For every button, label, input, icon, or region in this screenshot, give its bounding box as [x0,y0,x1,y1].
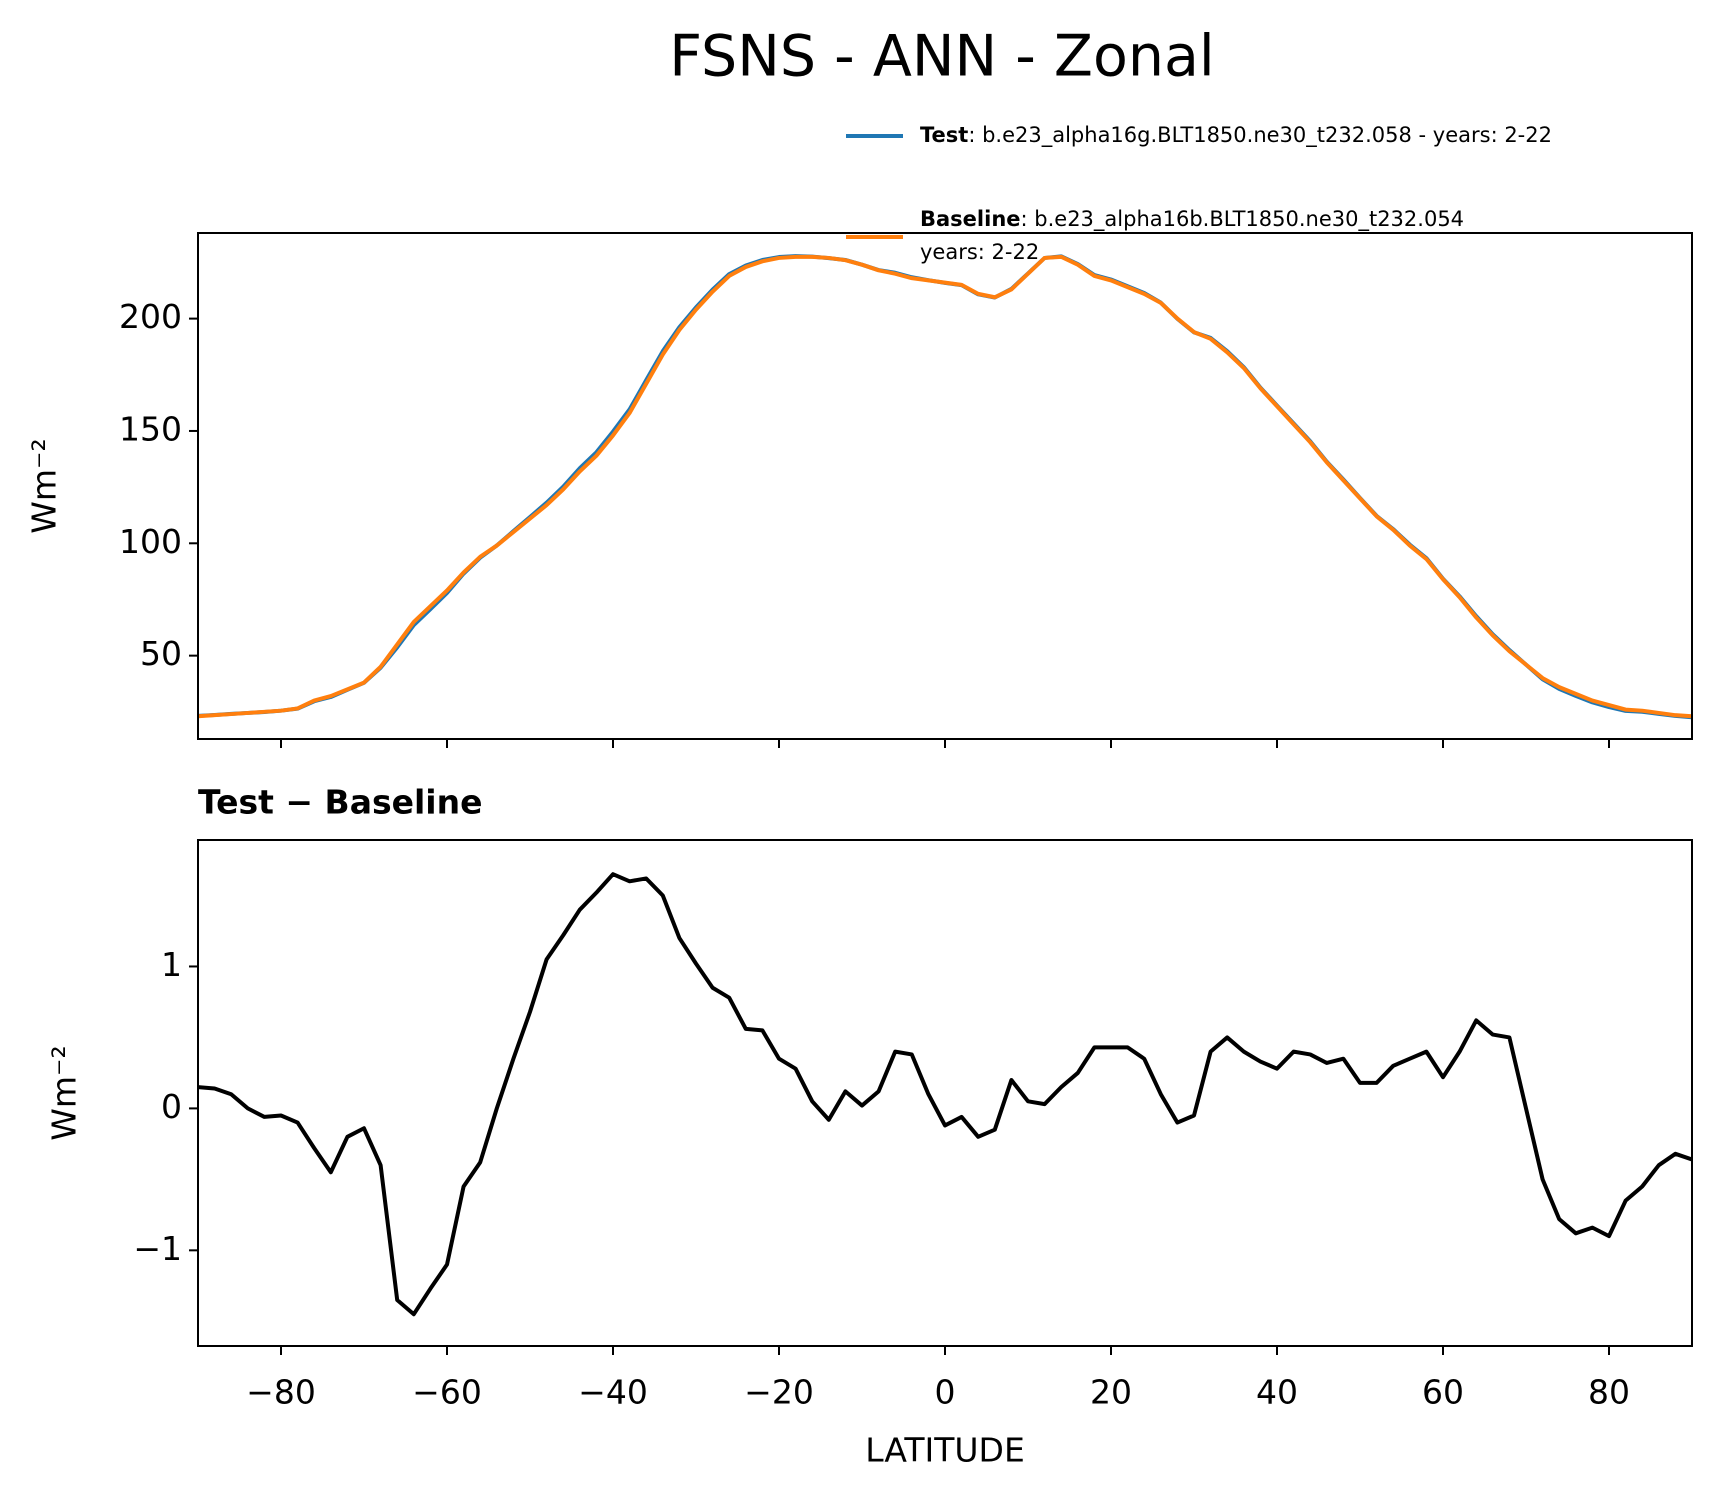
x-tick-label: 20 [1090,1373,1132,1412]
y-axis-label: Wm⁻² [25,438,64,533]
axes-frame [197,839,1693,1347]
axes-frame [197,232,1693,740]
subplot-title: Test − Baseline [198,783,483,822]
legend-name: Test [920,123,968,147]
x-tick-label: 60 [1422,1373,1464,1412]
data-line [198,254,1692,719]
x-tick-label: −80 [246,1373,316,1412]
y-tick-label: 1 [161,945,182,984]
y-axis-label: Wm⁻² [45,1045,84,1140]
x-tick-label: −40 [578,1373,648,1412]
legend-description: : b.e23_alpha16g.BLT1850.ne30_t232.058 -… [968,123,1552,148]
legend-name: Baseline [920,207,1021,231]
legend-label: Baseline: b.e23_alpha16b.BLT1850.ne30_t2… [920,207,1464,264]
y-tick-label: 50 [140,634,182,673]
y-tick-label: 150 [119,409,182,448]
y-tick-label: 100 [119,522,182,561]
data-line [198,872,1692,1317]
data-line [198,254,1692,720]
y-tick-label: 200 [119,297,182,336]
x-tick-label: 0 [935,1373,956,1412]
x-axis-label: LATITUDE [865,1431,1025,1470]
x-tick-label: 40 [1256,1373,1298,1412]
y-tick-label: −1 [133,1229,182,1268]
legend-description: years: 2-22 [920,240,1039,264]
x-tick-label: −60 [412,1373,482,1412]
legend-description: : b.e23_alpha16b.BLT1850.ne30_t232.054 [1021,207,1465,232]
y-tick-label: 0 [161,1087,182,1126]
legend-label: Test: b.e23_alpha16g.BLT1850.ne30_t232.0… [920,123,1552,148]
chart-title: FSNS - ANN - Zonal [669,24,1214,90]
x-tick-label: 80 [1588,1373,1630,1412]
x-tick-label: −20 [744,1373,814,1412]
